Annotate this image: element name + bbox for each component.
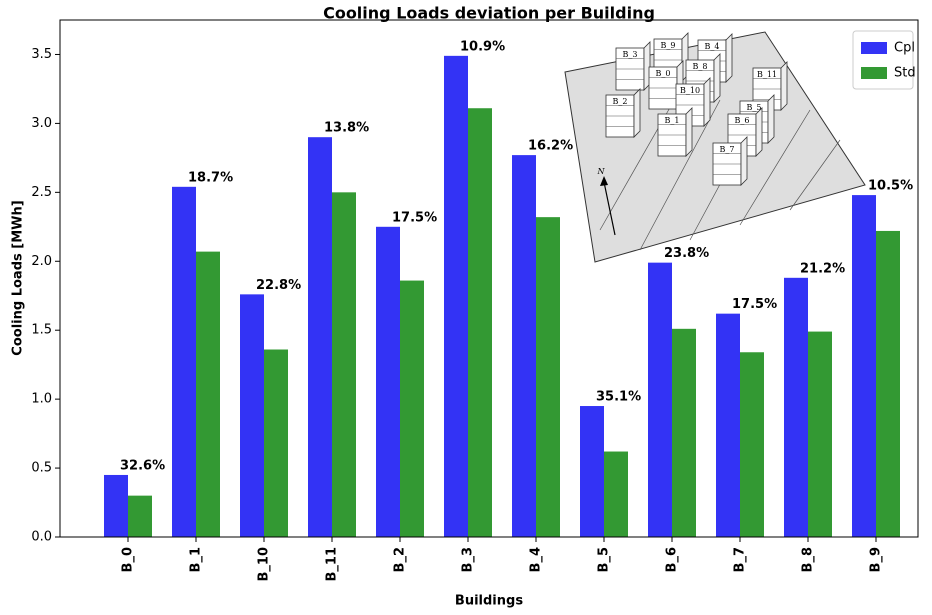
building-side (768, 95, 774, 143)
building-label: B_11 (757, 70, 777, 79)
legend-label: Cpl (894, 41, 915, 56)
building-side (686, 108, 692, 156)
building-label: B_2 (613, 97, 628, 106)
building-side (781, 62, 787, 110)
building-side (756, 108, 762, 156)
x-tick-label: B_6 (665, 547, 680, 572)
bar (308, 137, 332, 537)
annotation: 21.2% (800, 261, 845, 276)
building-side (634, 89, 640, 137)
bar (196, 252, 220, 537)
building-side (726, 34, 732, 82)
x-tick-label: B_11 (325, 547, 340, 582)
annotation: 10.9% (460, 39, 505, 54)
annotation: 22.8% (256, 278, 301, 293)
building-label: B_8 (693, 62, 708, 71)
building-label: B_1 (665, 116, 680, 125)
building: B_2 (606, 89, 640, 137)
bar (852, 195, 876, 537)
x-tick-label: B_3 (461, 547, 476, 572)
building-side (704, 78, 710, 126)
building-label: B_7 (720, 145, 735, 154)
y-tick-label: 2.5 (31, 185, 52, 200)
bar (784, 278, 808, 537)
building-side (741, 137, 747, 185)
building-label: B_6 (735, 116, 750, 125)
x-tick-label: B_8 (801, 547, 816, 572)
building: B_3 (616, 42, 650, 90)
bar (716, 314, 740, 537)
bar (876, 231, 900, 537)
annotation: 32.6% (120, 458, 165, 473)
bar (444, 56, 468, 537)
building-side (714, 54, 720, 102)
bar (808, 332, 832, 537)
bar (264, 350, 288, 537)
bar (332, 192, 356, 537)
building: B_7 (713, 137, 747, 185)
y-tick-label: 2.0 (31, 254, 52, 269)
bar (648, 263, 672, 537)
annotation: 13.8% (324, 121, 369, 136)
bar (672, 329, 696, 537)
y-tick-label: 0.0 (31, 530, 52, 545)
bar (376, 227, 400, 537)
bar (580, 406, 604, 537)
bar (400, 281, 424, 537)
y-tick-label: 1.0 (31, 392, 52, 407)
y-tick-label: 3.5 (31, 47, 52, 62)
annotation: 18.7% (188, 170, 233, 185)
y-axis-label: Cooling Loads [MWh] (11, 200, 26, 355)
bar (104, 475, 128, 537)
x-axis-label: Buildings (455, 594, 523, 609)
bar (240, 294, 264, 537)
annotation: 10.5% (868, 179, 913, 194)
building-label: B_4 (705, 42, 720, 51)
annotation: 17.5% (392, 210, 437, 225)
legend-label: Std (894, 66, 916, 81)
x-tick-label: B_10 (257, 547, 272, 582)
x-tick-label: B_5 (597, 547, 612, 572)
building-label: B_10 (680, 86, 700, 95)
north-label: N (597, 167, 606, 176)
bar (172, 187, 196, 537)
building-label: B_9 (661, 41, 676, 50)
bar (740, 352, 764, 537)
bar (604, 452, 628, 537)
x-tick-label: B_1 (189, 547, 204, 572)
x-tick-label: B_4 (529, 547, 544, 572)
site-inset: B_9B_3B_4B_0B_8B_10B_2B_1B_11B_5B_6B_7N (565, 32, 865, 262)
bar (536, 217, 560, 537)
annotation: 35.1% (596, 390, 641, 405)
x-tick-label: B_0 (121, 547, 136, 572)
x-tick-label: B_7 (733, 547, 748, 572)
legend-swatch (861, 67, 887, 79)
bar (468, 108, 492, 537)
legend-swatch (861, 42, 887, 54)
y-tick-label: 1.5 (31, 323, 52, 338)
chart: Cooling Loads deviation per Building Bui… (0, 0, 932, 611)
bar (512, 155, 536, 537)
x-tick-label: B_2 (393, 547, 408, 572)
annotation: 17.5% (732, 297, 777, 312)
building-label: B_3 (623, 50, 638, 59)
annotation: 23.8% (664, 246, 709, 261)
x-tick-label: B_9 (869, 547, 884, 572)
y-tick-label: 3.0 (31, 116, 52, 131)
building: B_1 (658, 108, 692, 156)
annotation: 16.2% (528, 139, 573, 154)
building-label: B_0 (656, 69, 671, 78)
bar (128, 496, 152, 537)
y-tick-label: 0.5 (31, 461, 52, 476)
